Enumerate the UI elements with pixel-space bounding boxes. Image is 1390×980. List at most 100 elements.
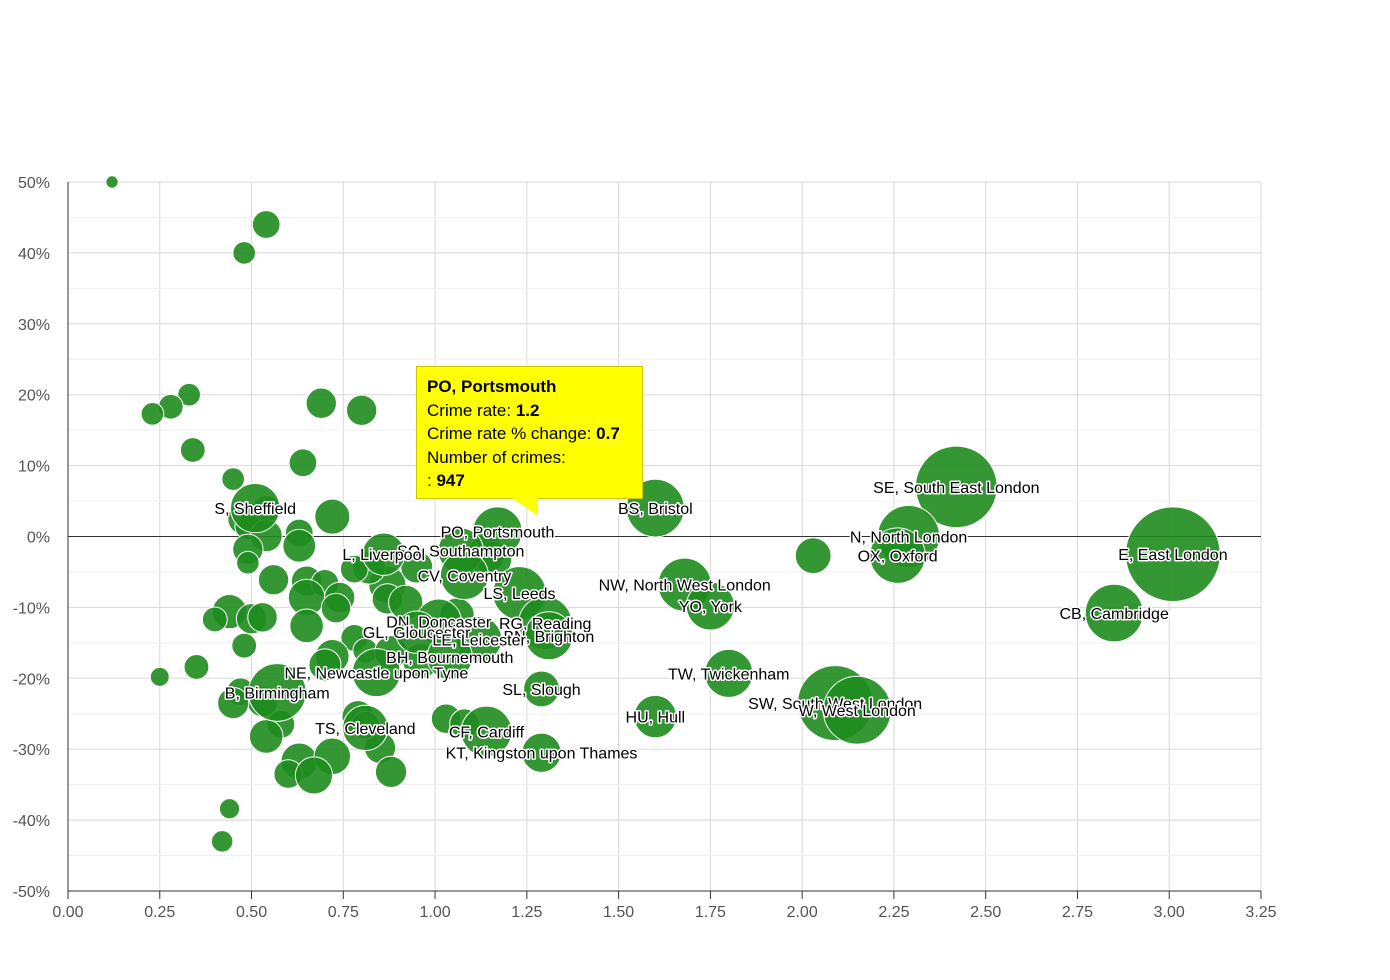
bubble-label: BH, Bournemouth [386,650,513,667]
bubble [794,537,832,575]
x-tick-label: 1.50 [603,904,634,921]
tooltip-change-label: Crime rate % change: [427,424,592,443]
bubble-label: KT, Kingston upon Thames [446,746,638,763]
labeled-bubble [362,532,406,576]
labeled-bubble [247,663,307,722]
labeled-bubble [822,675,892,745]
bubble [320,592,352,624]
bubble-label: BN, Brighton [504,629,595,646]
chart-tooltip: PO, Portsmouth Crime rate: 1.2 Crime rat… [416,366,643,499]
labeled-bubble [395,610,439,654]
bubble [183,654,210,680]
labeled-bubble [633,694,677,739]
x-tick-label: 0.00 [52,904,83,921]
labeled-bubble [230,482,281,534]
bubble-label: L, Liverpool [342,547,425,564]
y-tick-label: 30% [18,317,50,334]
bubble-label: HU, Hull [626,710,686,727]
bubble-label: SL, Slough [502,682,580,699]
bubble [236,550,260,575]
bubble-label: TW, Twickenham [668,666,790,683]
bubble [374,755,408,788]
x-tick-label: 1.75 [695,904,726,921]
y-tick-label: -30% [13,742,50,759]
y-tick-label: 50% [18,175,50,192]
bubble [232,241,257,265]
bubble-label: CF, Cardiff [449,724,525,741]
bubble [305,387,337,419]
tooltip-count-label: Number of crimes: [427,447,566,467]
labeled-bubble [1084,583,1144,643]
bubble-label: N, North London [850,530,967,547]
labeled-bubble [460,705,513,758]
bubble-label: NE, Newcastle upon Tyne [284,666,468,683]
labeled-bubble [869,527,926,584]
bubble-label: CV, Coventry [418,568,512,585]
bubble [282,528,317,563]
bubble-label: W, West London [799,703,916,720]
bubble [221,467,245,491]
bubble [217,687,250,720]
bubble [294,756,334,795]
y-tick-label: -50% [13,884,50,901]
bubble-label: BS, Bristol [618,501,693,518]
tooltip-pointer [512,498,538,516]
bubble-label: SO, Southampton [397,544,524,561]
y-tick-label: -40% [13,813,50,830]
bubble [177,382,201,407]
bubble-label: S, Sheffield [214,501,296,518]
bubble-label: TS, Cleveland [315,721,416,738]
bubble-label: LE, Leicester [432,632,526,649]
bubble-label: B, Birmingham [225,685,330,702]
labeled-bubble [685,581,735,631]
tooltip-rate-label: Crime rate: [427,400,512,420]
chart-point-labels: S, Sheffield PO, Portsmouth BS, Bristol SE,… [213,478,1229,764]
bubble [289,608,324,644]
x-tick-label: 0.75 [328,904,359,921]
bubble-label: YO, York [679,599,743,616]
bubble [201,606,228,633]
x-tick-label: 2.75 [1062,904,1093,921]
bubble [288,448,318,478]
bubble-label: PO, Portsmouth [441,525,555,542]
bubble [248,719,284,754]
labeled-bubble [523,670,560,708]
bubble-label: SE, South East London [873,480,1039,497]
labeled-bubble [704,648,754,698]
bubble [231,632,258,659]
y-tick-label: 40% [18,246,50,263]
tooltip-count-value: 947 [436,471,465,490]
bubble [105,175,119,189]
labeled-bubble [1125,506,1221,603]
bubble [179,437,206,463]
bubble [247,602,278,633]
x-tick-label: 1.00 [420,904,451,921]
y-tick-label: -10% [13,600,50,617]
bubble [218,798,241,820]
bubble-label: E, East London [1118,547,1227,564]
bubble [308,648,342,682]
bubble-label: CB, Cambridge [1059,606,1168,623]
bubble-label: SW, South West London [748,696,922,713]
chart-bubbles [105,175,1221,853]
x-tick-label: 3.25 [1245,904,1276,921]
bubble-label: RG, Reading [499,616,592,633]
x-tick-label: 2.50 [970,904,1001,921]
bubble [345,394,378,426]
labeled-bubble [915,445,998,529]
x-tick-label: 2.00 [787,904,818,921]
tooltip-rate-value: 1.2 [515,400,540,420]
labeled-bubble [351,648,401,698]
x-tick-label: 3.00 [1154,904,1185,921]
x-tick-label: 0.25 [144,904,175,921]
labeled-bubble [524,611,574,661]
tooltip-title: PO, Portsmouth [427,377,557,396]
bubble-label: LS, Leeds [483,586,555,603]
labeled-bubble [426,633,473,681]
x-tick-label: 1.25 [511,904,542,921]
chart-axes: 0.00 0.25 0.50 0.75 1.00 1.25 1.50 1.75 2.00 2.25… [13,175,1277,921]
bubble-label: OX, Oxford [858,549,938,566]
tooltip-change-value: 0.7 [596,424,620,443]
bubble [257,564,290,596]
